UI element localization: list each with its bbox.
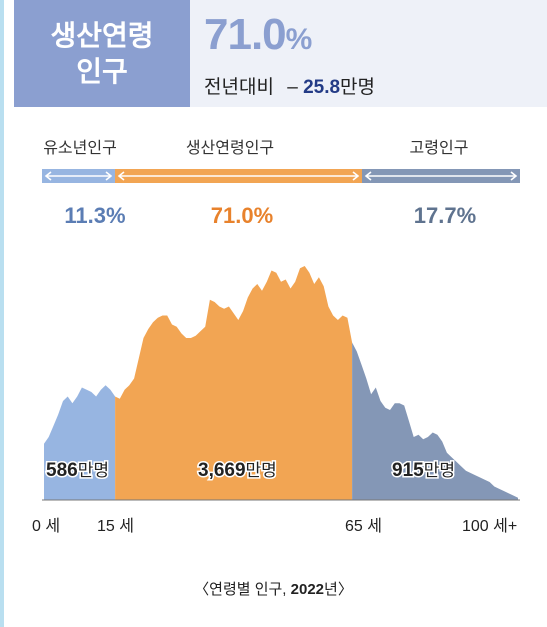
chart-caption: 〈연령별 인구, 2022년〉 bbox=[0, 578, 547, 599]
total-working: 3,669만명 bbox=[198, 460, 277, 481]
segment-totals: 586만명 3,669만명 915만명 bbox=[45, 459, 457, 483]
change-unit: 만명 bbox=[340, 77, 376, 98]
change-label: 전년대비 bbox=[204, 77, 274, 98]
segment-share-youth: 11.3% bbox=[64, 203, 126, 228]
header-title-line2: 인구 bbox=[76, 55, 128, 87]
area-working bbox=[115, 266, 353, 500]
caption-prefix: 〈연령별 인구, bbox=[194, 581, 291, 598]
arrow-head-youth-left bbox=[44, 171, 52, 181]
left-border bbox=[0, 0, 4, 627]
total-working-value: 3,669 bbox=[198, 460, 246, 481]
arrow-head-working-left bbox=[117, 171, 125, 181]
area-youth bbox=[44, 385, 116, 500]
share-unit: % bbox=[285, 23, 313, 56]
total-elderly-unit: 만명 bbox=[424, 461, 455, 480]
range-bars bbox=[42, 169, 520, 183]
arrow-head-youth-right bbox=[105, 171, 113, 181]
working-age-share: 71.0% bbox=[204, 10, 313, 65]
total-working-unit: 만명 bbox=[246, 461, 277, 480]
header-title-box: 생산연령 인구 bbox=[14, 0, 190, 107]
total-youth-value: 586 bbox=[46, 460, 78, 481]
segment-share-working: 71.0% bbox=[210, 203, 274, 228]
area-elderly bbox=[352, 342, 518, 500]
area-chart bbox=[42, 266, 520, 501]
change-value: 25.8 bbox=[303, 77, 341, 98]
caption-year: 2022 bbox=[290, 581, 325, 598]
year-over-year-change: 전년대비 – 25.8만명 bbox=[204, 72, 375, 99]
segment-share-elderly: 17.7% bbox=[413, 203, 477, 228]
total-elderly: 915만명 bbox=[392, 460, 455, 481]
caption-suffix: 년〉 bbox=[324, 581, 353, 598]
share-value: 71.0 bbox=[204, 10, 287, 59]
segment-label-youth: 유소년인구 bbox=[43, 140, 117, 157]
segment-label-elderly: 고령인구 bbox=[409, 140, 469, 157]
arrow-head-elderly-left bbox=[364, 171, 372, 181]
x-tick-100: 100 세+ bbox=[462, 518, 518, 535]
x-tick-65: 65 세 bbox=[345, 518, 382, 535]
x-tick-15: 15 세 bbox=[97, 518, 134, 535]
total-youth: 586만명 bbox=[46, 460, 109, 481]
header-panel: 생산연령 인구 71.0% 전년대비 – 25.8만명 bbox=[14, 0, 547, 107]
x-tick-0: 0 세 bbox=[32, 518, 61, 535]
total-youth-unit: 만명 bbox=[78, 461, 109, 480]
segment-label-working: 생산연령인구 bbox=[185, 140, 275, 157]
range-arrows bbox=[44, 171, 518, 181]
change-dash: – bbox=[287, 77, 298, 98]
arrow-head-elderly-right bbox=[510, 171, 518, 181]
total-elderly-value: 915 bbox=[392, 460, 424, 481]
header-title-line1: 생산연령 bbox=[50, 19, 154, 51]
arrow-head-working-right bbox=[352, 171, 360, 181]
